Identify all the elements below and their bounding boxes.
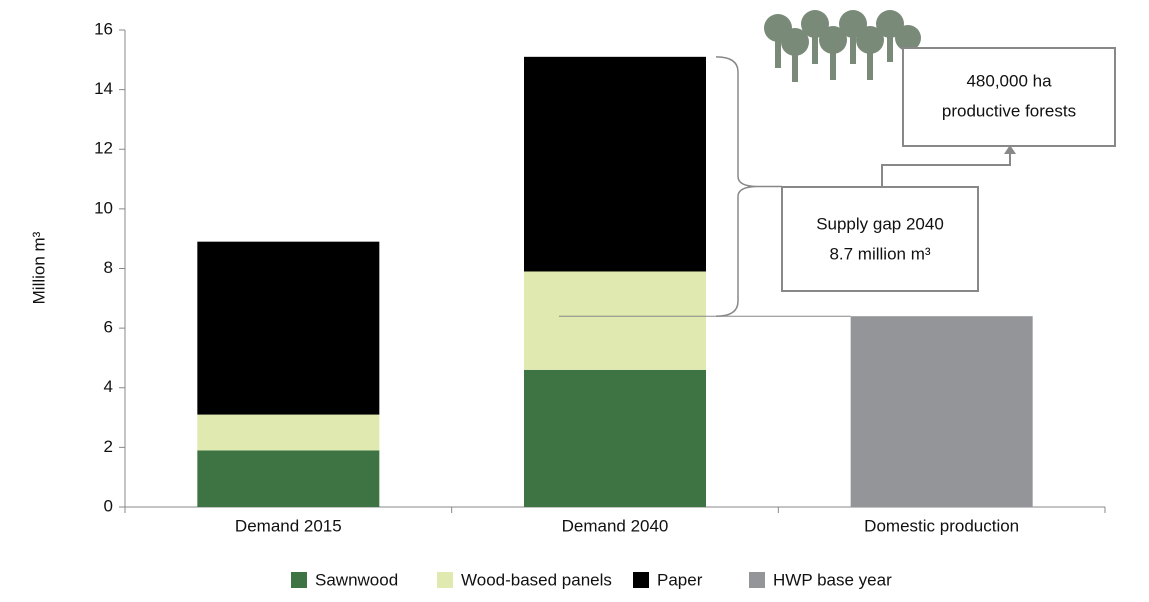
annotation: 480,000 ha: [966, 71, 1052, 90]
annotation-box: [902, 47, 1116, 147]
legend-label: Wood-based panels: [461, 570, 612, 589]
y-tick-label: 10: [94, 198, 113, 217]
legend-swatch: [437, 572, 453, 588]
y-tick-label: 8: [104, 258, 113, 277]
y-axis-label: Million m³: [29, 231, 48, 304]
bar-segment: [197, 414, 380, 451]
bar-segment: [524, 56, 706, 272]
y-tick-label: 4: [104, 377, 113, 396]
annotation: 8.7 million m³: [829, 244, 930, 263]
annotation: productive forests: [942, 101, 1076, 120]
trees: [764, 10, 921, 82]
y-tick-label: 6: [104, 318, 113, 337]
legend-swatch: [633, 572, 649, 588]
y-tick-label: 12: [94, 139, 113, 158]
arrow-head: [1004, 145, 1016, 154]
bar-segment: [850, 316, 1033, 507]
bracket: [715, 56, 759, 317]
x-tick-label: Demand 2015: [235, 516, 342, 535]
bar-segment: [524, 369, 706, 507]
legend-label: HWP base year: [773, 570, 892, 589]
legend-label: Paper: [657, 570, 703, 589]
bar-segment: [197, 241, 380, 415]
legend-label: Sawnwood: [315, 570, 398, 589]
arrow: [881, 152, 1011, 187]
annotation: Supply gap 2040: [816, 214, 944, 233]
x-tick-label: Domestic production: [864, 516, 1019, 535]
bar-segment: [524, 271, 706, 370]
x-tick-label: Demand 2040: [562, 516, 669, 535]
y-tick-label: 2: [104, 437, 113, 456]
legend-swatch: [291, 572, 307, 588]
y-tick-label: 16: [94, 19, 113, 38]
legend-swatch: [749, 572, 765, 588]
y-tick-label: 0: [104, 496, 113, 515]
bar-segment: [197, 450, 380, 507]
annotation-box: [781, 186, 979, 292]
y-tick-label: 14: [94, 79, 113, 98]
